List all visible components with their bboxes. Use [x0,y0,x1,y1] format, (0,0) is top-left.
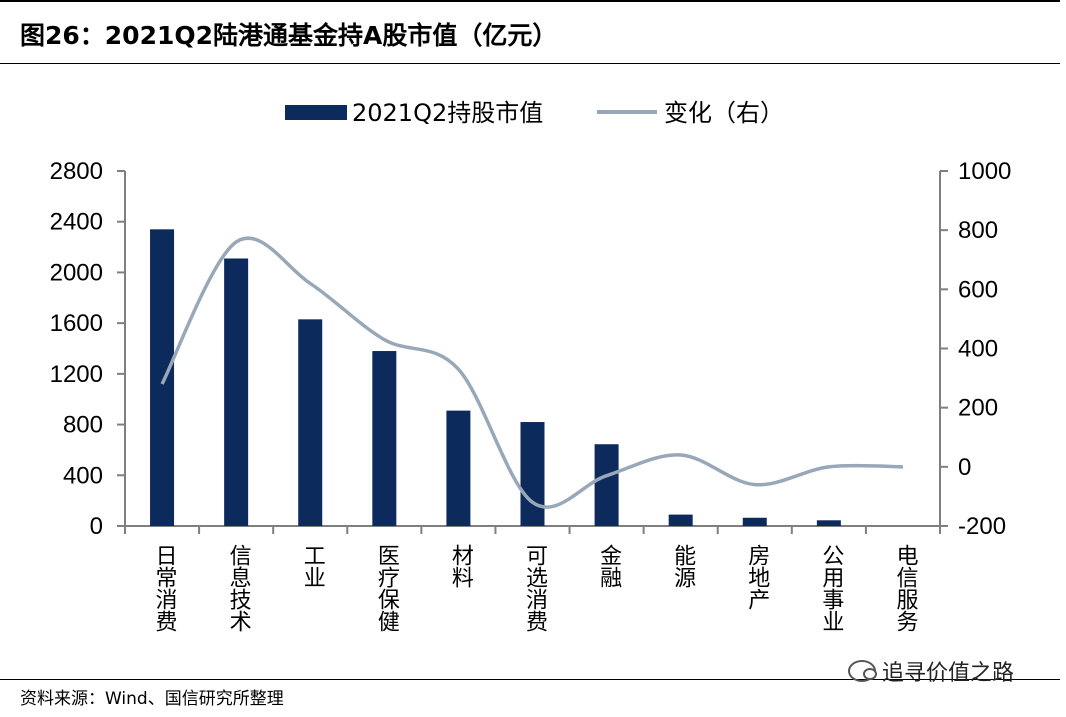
bar [520,422,545,526]
x-category-label: 公用事业 [818,544,844,632]
page-title: 图26：2021Q2陆港通基金持A股市值（亿元） [20,21,558,50]
legend-swatch-bar [285,105,347,120]
y-left-tick-label: 400 [63,462,103,489]
y-left-tick-label: 2800 [50,158,103,185]
y-right-tick-label: -200 [958,513,1006,540]
source-divider [0,679,1060,680]
title-bar: 图26：2021Q2陆港通基金持A股市值（亿元） [0,0,1060,64]
source-note: 资料来源：Wind、国信研究所整理 [20,689,284,709]
legend-label-bar: 2021Q2持股市值 [352,99,543,127]
bar [298,319,323,526]
y-left-tick-label: 2400 [50,209,103,236]
y-left-tick-label: 800 [63,412,103,439]
y-left-tick-label: 2000 [50,259,103,286]
y-left-tick-label: 1200 [50,361,103,388]
y-right-tick-label: 200 [958,395,998,422]
watermark-text: 追寻价值之路 [882,661,1015,686]
watermark: 追寻价值之路 [848,655,1014,687]
x-category-label: 金融 [596,544,622,588]
x-category-label: 日常消费 [152,544,178,632]
bar [372,351,397,526]
x-category-label: 工业 [300,544,325,588]
x-category-label: 信息技术 [226,544,252,632]
x-category-label: 可选消费 [522,544,548,632]
x-category-label: 材料 [448,544,474,588]
y-right-tick-label: 0 [958,454,971,481]
y-right-tick-label: 600 [958,276,998,303]
wechat-icon [848,660,877,682]
bar [446,410,471,526]
y-right-tick-label: 400 [958,336,998,363]
bar [224,258,249,526]
x-category-label: 能源 [670,544,696,588]
bar [816,520,841,526]
x-category-label: 医疗保健 [374,544,400,632]
bar [742,517,767,526]
legend-label-line: 变化（右） [664,99,784,127]
y-right-tick-label: 800 [958,217,998,244]
y-left-tick-label: 1600 [50,310,103,337]
bar [150,229,175,527]
y-left-tick-label: 0 [90,513,103,540]
bar [594,444,619,526]
bar [668,514,693,526]
x-category-label: 电信服务 [892,544,918,632]
x-category-label: 房地产 [744,544,770,610]
series-line-change [160,236,903,509]
y-right-tick-label: 1000 [958,158,1011,185]
